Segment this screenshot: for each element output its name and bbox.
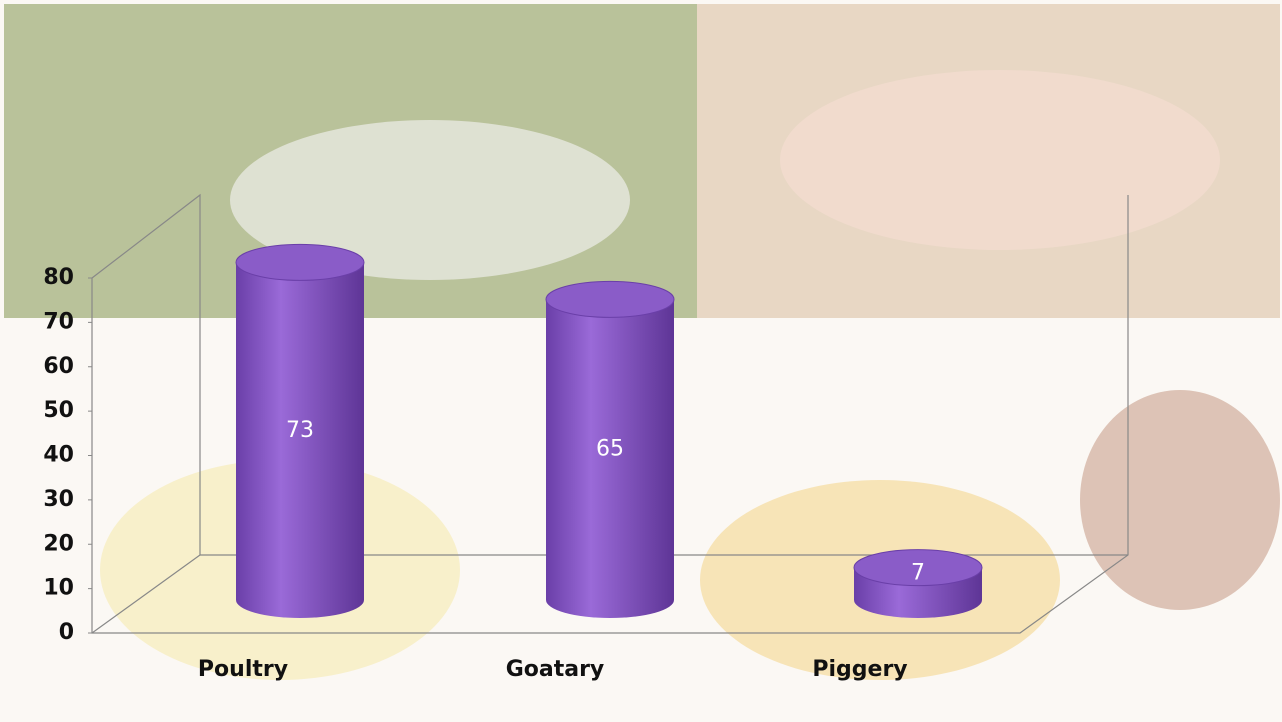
bar bbox=[236, 262, 364, 618]
x-tick-label: Piggery bbox=[812, 657, 907, 682]
bar-top bbox=[545, 280, 675, 318]
frame-floor bbox=[91, 554, 201, 634]
photo-pig-shape bbox=[780, 70, 1220, 250]
y-tick-label: 60 bbox=[43, 354, 74, 379]
y-tick-label: 50 bbox=[43, 398, 74, 423]
photo-hen bbox=[1080, 390, 1280, 610]
y-tick-label: 70 bbox=[43, 309, 74, 334]
y-tick-label: 40 bbox=[43, 443, 74, 468]
y-tick-label: 20 bbox=[43, 531, 74, 556]
bar-top bbox=[235, 243, 365, 281]
y-tick-label: 80 bbox=[43, 265, 74, 290]
data-label: 65 bbox=[596, 437, 624, 462]
x-tick-label: Goatary bbox=[506, 657, 605, 682]
x-tick-label: Poultry bbox=[198, 657, 288, 682]
data-label: 7 bbox=[911, 561, 925, 586]
bar bbox=[546, 299, 674, 618]
y-tick-label: 0 bbox=[59, 620, 74, 645]
y-tick-label: 30 bbox=[43, 487, 74, 512]
frame-front bbox=[91, 195, 1129, 634]
bar-top bbox=[853, 549, 983, 587]
data-label: 73 bbox=[286, 418, 314, 443]
y-tick-label: 10 bbox=[43, 576, 74, 601]
photo-goat-shape bbox=[230, 120, 630, 280]
